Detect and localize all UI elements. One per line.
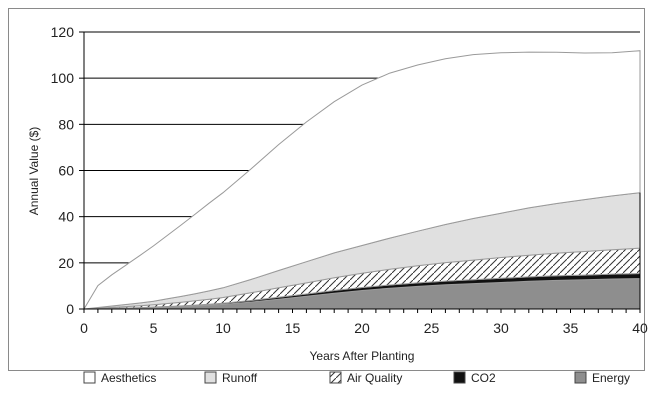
legend-swatch-co2 (453, 371, 466, 384)
legend-swatch-air-quality (329, 371, 342, 384)
legend-swatch-aesthetics (83, 371, 96, 384)
legend-label-co2: CO2 (471, 371, 496, 385)
x-tick-label-20: 20 (354, 320, 370, 336)
y-axis-ticks: 0 20 40 60 80 100 120 (51, 24, 84, 317)
area-aesthetics (83, 50, 641, 310)
x-tick-label-15: 15 (285, 320, 301, 336)
legend-swatch-runoff (204, 371, 217, 384)
legend-label-aesthetics: Aesthetics (101, 371, 156, 385)
legend-label-energy: Energy (592, 371, 630, 385)
x-tick-label-10: 10 (215, 320, 231, 336)
x-axis-title: Years After Planting (310, 349, 415, 363)
legend: Aesthetics Runoff Air Quality CO2 Energy (83, 371, 630, 385)
legend-label-runoff: Runoff (222, 371, 258, 385)
y-tick-label-100: 100 (51, 70, 75, 86)
area-series (83, 50, 641, 310)
x-tick-label-25: 25 (424, 320, 440, 336)
x-tick-label-5: 5 (150, 320, 158, 336)
y-tick-label-20: 20 (58, 255, 74, 271)
y-axis-title: Annual Value ($) (27, 127, 41, 216)
y-tick-label-40: 40 (58, 209, 74, 225)
x-tick-label-40: 40 (632, 320, 648, 336)
y-tick-label-60: 60 (58, 163, 74, 179)
legend-label-air-quality: Air Quality (347, 371, 402, 385)
y-tick-label-0: 0 (66, 301, 74, 317)
x-tick-label-35: 35 (563, 320, 579, 336)
y-tick-label-80: 80 (58, 116, 74, 132)
legend-swatch-energy (574, 371, 587, 384)
x-axis-ticks: 0 5 10 15 20 25 30 35 40 (80, 309, 648, 336)
y-tick-label-120: 120 (51, 24, 75, 40)
x-tick-label-30: 30 (493, 320, 509, 336)
x-tick-label-0: 0 (80, 320, 88, 336)
